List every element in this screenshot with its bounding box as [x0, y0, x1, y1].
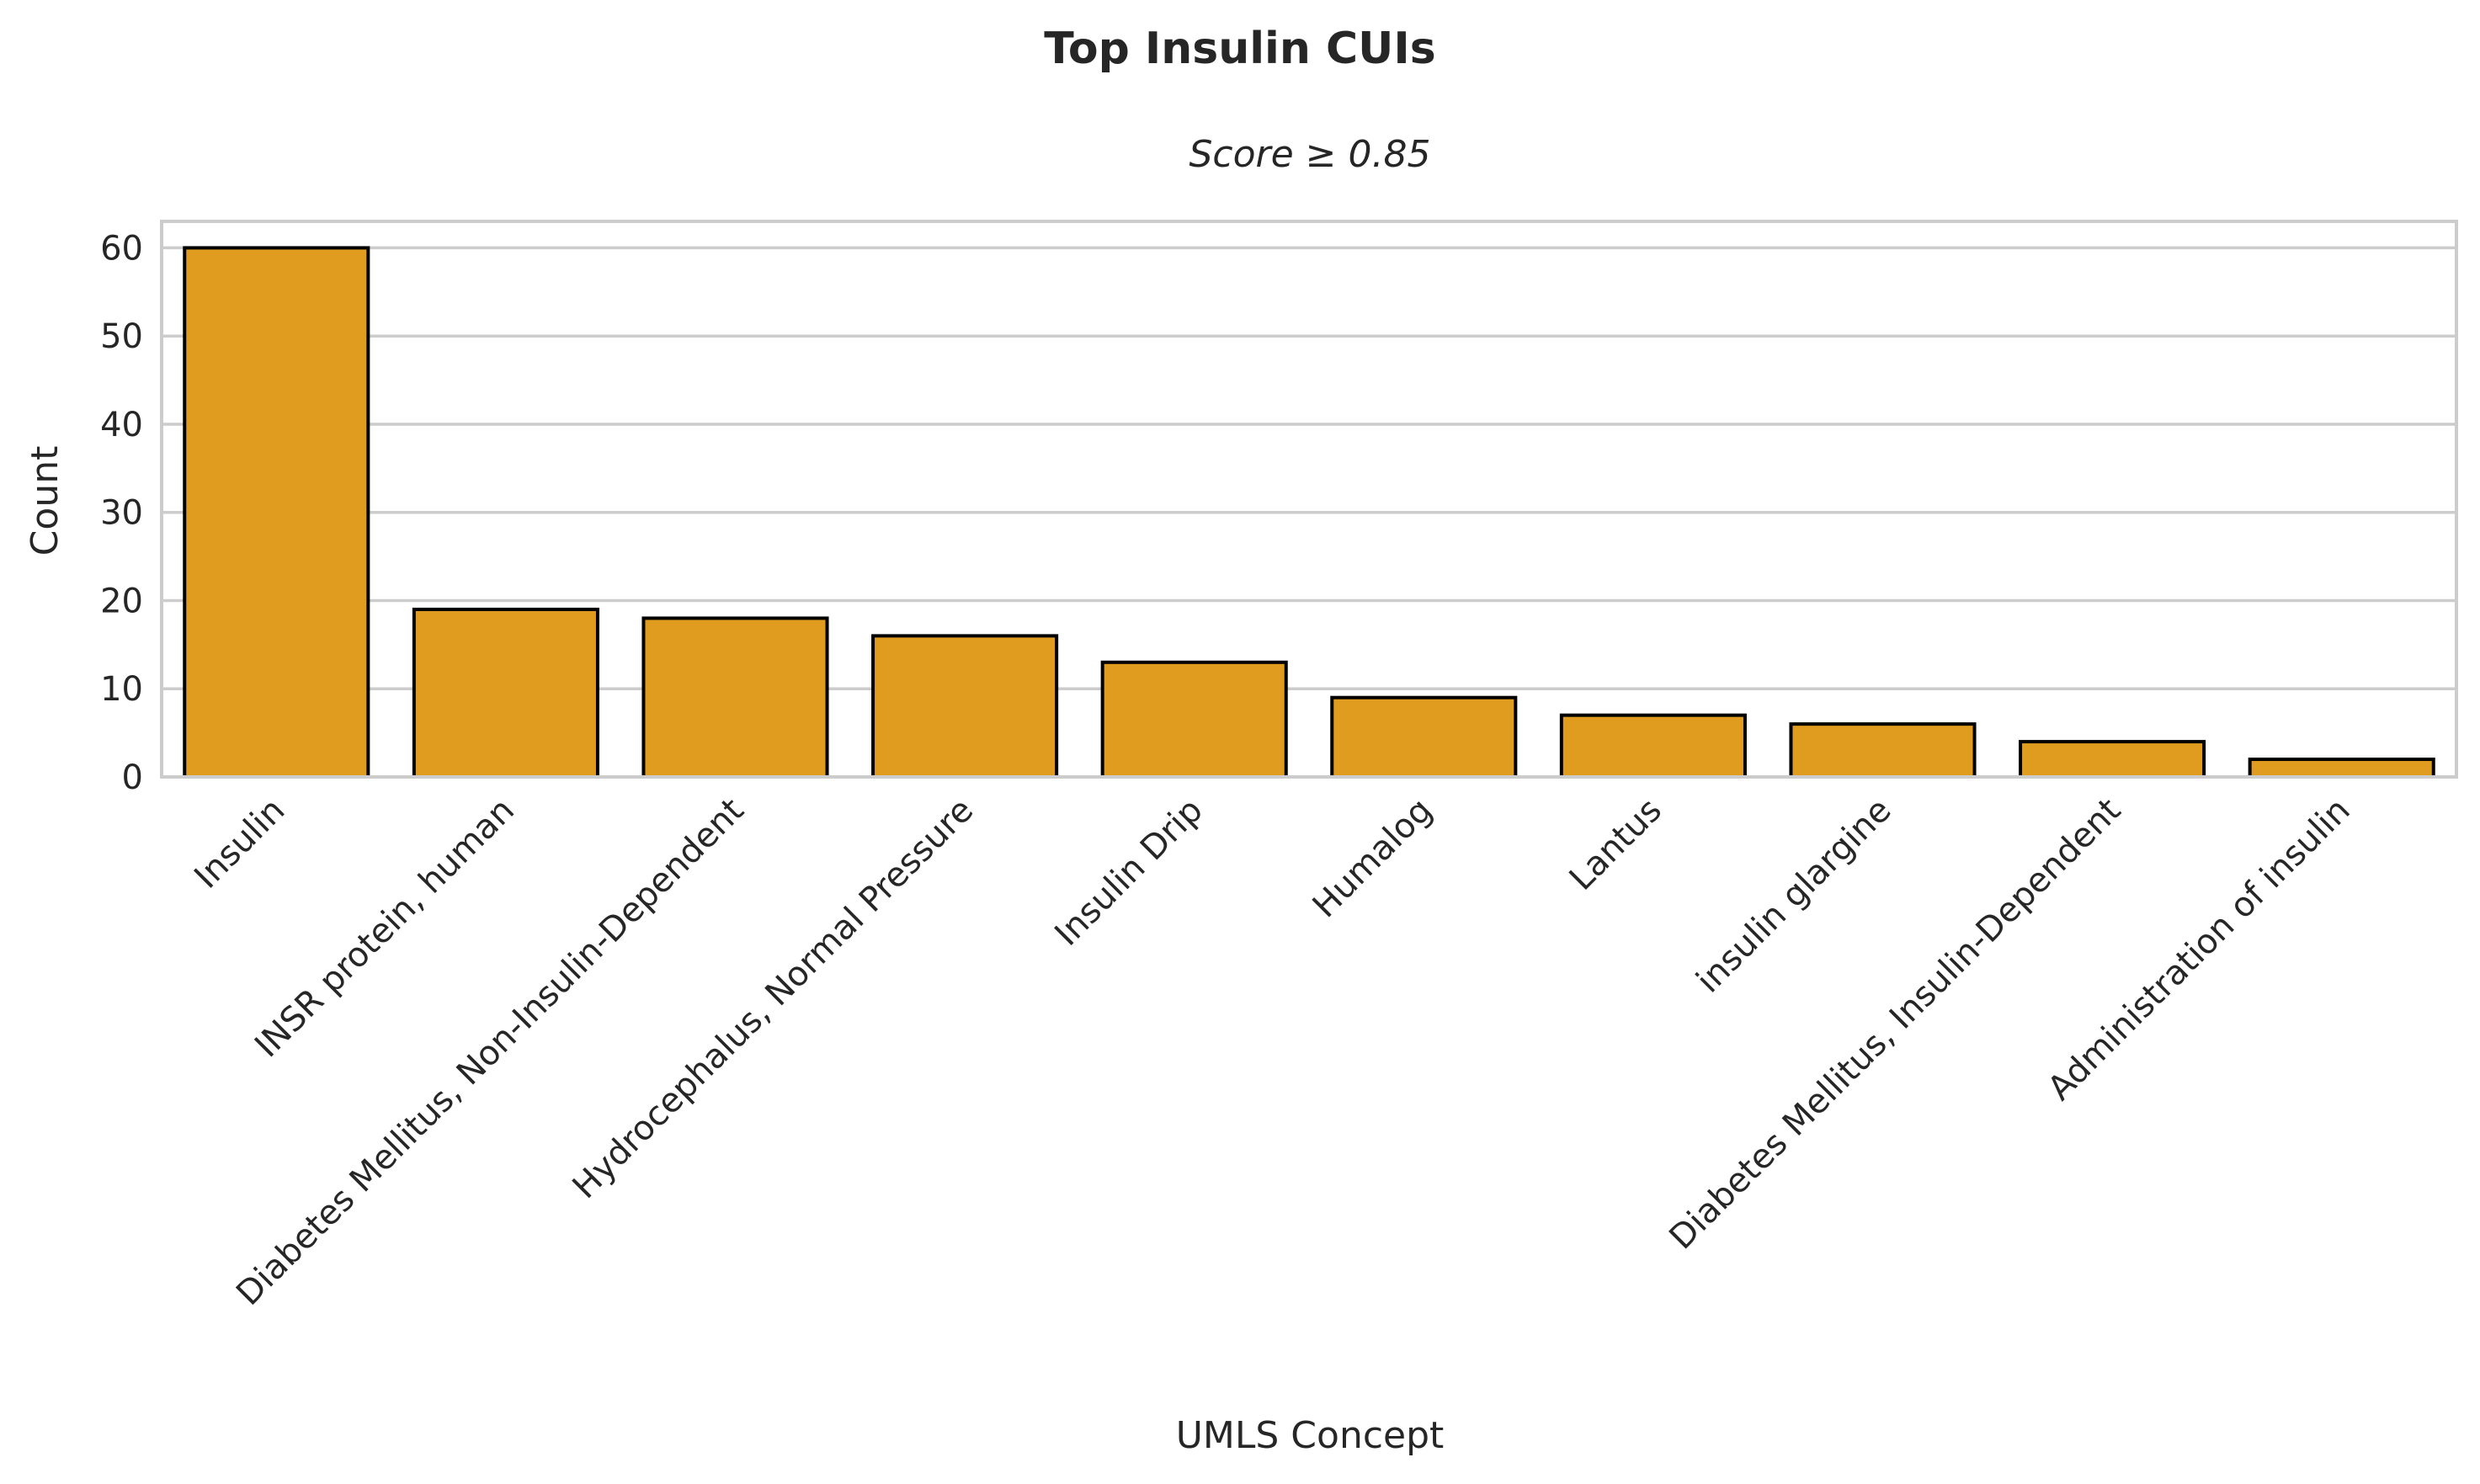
- bar: [1559, 713, 1747, 779]
- chart-subtitle: Score ≥ 0.85: [1189, 133, 1430, 176]
- y-axis-label: Count: [24, 446, 67, 556]
- bars: [183, 246, 2435, 779]
- chart-title: Top Insulin CUIs: [1044, 24, 1435, 74]
- y-tick-label: 0: [122, 758, 143, 797]
- x-tick-label: Insulin: [187, 791, 292, 896]
- x-tick-label: Diabetes Mellitus, Insulin-Dependent: [1662, 791, 2128, 1258]
- y-tick-label: 60: [100, 229, 143, 268]
- bar: [641, 616, 829, 779]
- x-tick-label: Humalog: [1306, 791, 1440, 926]
- bar: [412, 607, 599, 779]
- y-tick-label: 40: [100, 406, 143, 444]
- x-tick-label: Diabetes Mellitus, Non-Insulin-Dependent: [229, 791, 751, 1313]
- bar: [871, 634, 1059, 779]
- bar: [1330, 695, 1518, 779]
- y-tick-label: 20: [100, 582, 143, 620]
- bar: [2248, 758, 2435, 779]
- bar: [183, 246, 370, 779]
- x-tick-label: Lantus: [1562, 791, 1669, 898]
- bar: [1789, 722, 1977, 779]
- plot-frame: [160, 220, 2458, 779]
- x-tick-label: Hydrocephalus, Normal Pressure: [566, 791, 982, 1207]
- y-axis-ticks: 0 10 20 30 40 50 60: [100, 229, 143, 797]
- x-tick-label: insulin glargine: [1690, 791, 1899, 1001]
- y-tick-label: 10: [100, 670, 143, 709]
- y-tick-label: 50: [100, 317, 143, 356]
- bar: [2019, 740, 2206, 779]
- x-axis-label: UMLS Concept: [1176, 1414, 1445, 1457]
- x-tick-label: Insulin Drip: [1047, 791, 1210, 954]
- bar: [1100, 660, 1288, 779]
- y-tick-label: 30: [100, 494, 143, 533]
- x-tick-label: INSR protein, human: [247, 791, 522, 1066]
